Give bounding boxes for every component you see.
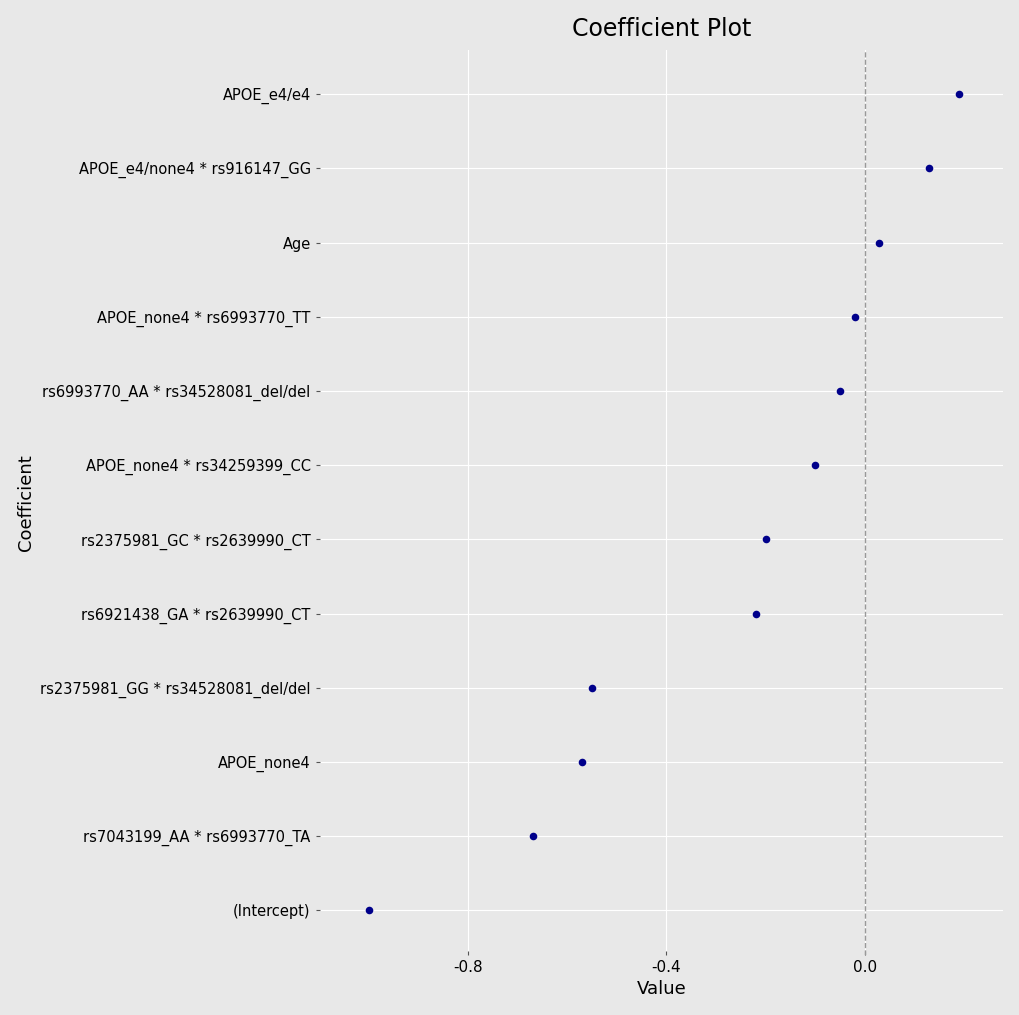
Point (757, 531, 773, 547)
Point (806, 457, 822, 473)
Point (361, 902, 377, 919)
Point (950, 86, 966, 103)
Point (920, 160, 936, 177)
Point (747, 605, 763, 621)
Point (846, 309, 862, 325)
Y-axis label: Coefficient: Coefficient (16, 454, 35, 550)
Point (584, 680, 600, 696)
Point (574, 754, 590, 770)
Point (870, 234, 887, 251)
X-axis label: Value: Value (636, 980, 686, 999)
Title: Coefficient Plot: Coefficient Plot (572, 16, 750, 41)
Point (830, 383, 847, 399)
Point (524, 828, 540, 844)
